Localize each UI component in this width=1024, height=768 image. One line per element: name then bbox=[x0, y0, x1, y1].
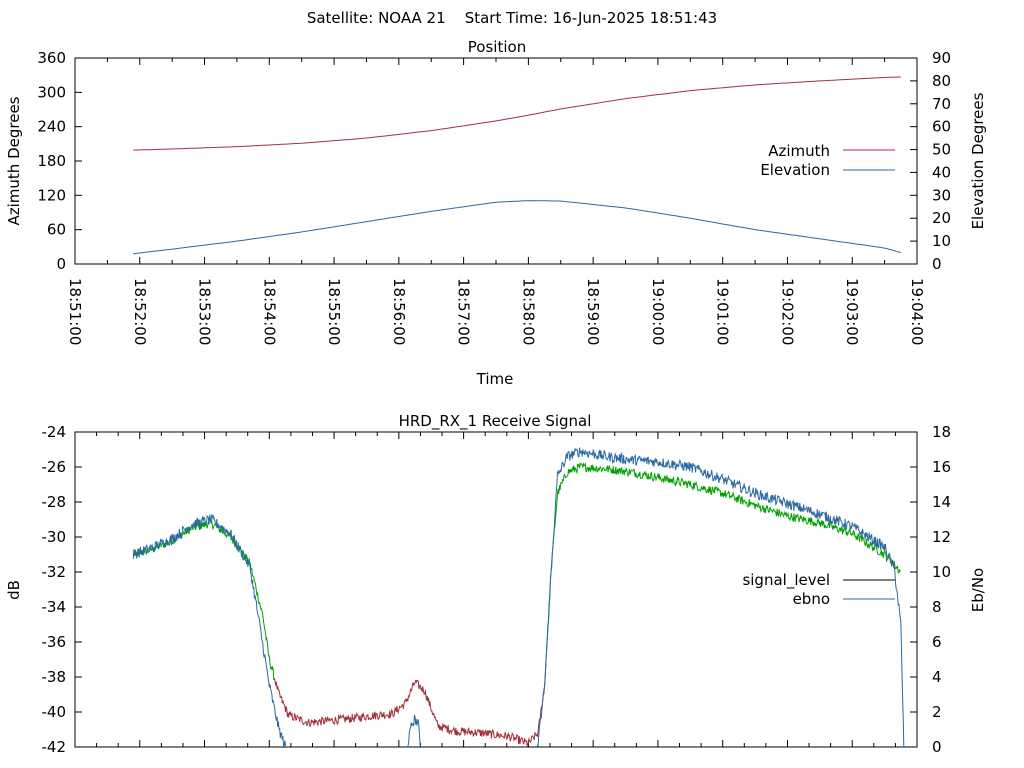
signal-series bbox=[132, 447, 905, 747]
position-y-tick-label: 120 bbox=[37, 186, 66, 204]
position-y2-tick-label: 50 bbox=[932, 141, 951, 159]
signal-y-tick-label: -38 bbox=[42, 668, 67, 686]
receive-signal-chart: HRD_RX_1 Receive Signal dB Eb/No -42-40-… bbox=[5, 412, 987, 756]
position-x-tick-label: 19:04:00 bbox=[908, 278, 926, 345]
signal-y2-axis-label: Eb/No bbox=[969, 568, 987, 612]
position-x-ticks: 18:51:00 18:52:00 18:53:00 18:54:00 18:55:00… bbox=[66, 58, 926, 345]
signal-y2-tick-label: 6 bbox=[932, 633, 942, 651]
signal-y2-tick-label: 0 bbox=[932, 738, 942, 756]
position-y-tick-label: 180 bbox=[37, 152, 66, 170]
position-x-tick-label: 18:57:00 bbox=[455, 278, 473, 345]
signal-y-tick-label: -24 bbox=[42, 423, 67, 441]
signal-y-tick-label: -42 bbox=[42, 738, 67, 756]
position-chart: Position Azimuth Degrees Elevation Degre… bbox=[5, 38, 987, 388]
position-y-axis-label: Azimuth Degrees bbox=[5, 96, 23, 225]
signal-legend: signal_level ebno bbox=[742, 571, 895, 608]
position-y2-tick-label: 60 bbox=[932, 118, 951, 136]
position-y2-tick-label: 80 bbox=[932, 72, 951, 90]
signal-plot-frame bbox=[74, 431, 918, 748]
series-line-ebno bbox=[132, 447, 905, 747]
signal-y-tick-label: -30 bbox=[42, 528, 67, 546]
signal-y-tick-label: -26 bbox=[42, 458, 67, 476]
series-line-signal_level bbox=[545, 461, 902, 663]
position-series bbox=[133, 76, 901, 255]
signal-y2-tick-label: 18 bbox=[932, 423, 951, 441]
series-line-signal_level bbox=[132, 516, 275, 680]
signal-x-ticks bbox=[74, 432, 918, 747]
signal-y-tick-label: -28 bbox=[42, 493, 67, 511]
signal-y2-tick-label: 16 bbox=[932, 458, 951, 476]
position-x-tick-label: 19:03:00 bbox=[843, 278, 861, 345]
signal-chart-title: HRD_RX_1 Receive Signal bbox=[399, 412, 592, 431]
legend-label-azimuth: Azimuth bbox=[768, 142, 830, 160]
signal-y-tick-label: -34 bbox=[42, 598, 67, 616]
legend-label-ebno: ebno bbox=[793, 590, 830, 608]
position-y2-ticks: 0 10 20 30 40 50 60 70 80 90 bbox=[910, 49, 951, 273]
position-y2-tick-label: 10 bbox=[932, 232, 951, 250]
signal-y2-ticks: 0 2 4 6 8 10 12 14 16 18 bbox=[910, 423, 951, 756]
position-y2-tick-label: 90 bbox=[932, 49, 951, 67]
position-y-tick-label: 360 bbox=[37, 49, 66, 67]
signal-y-axis-label: dB bbox=[5, 580, 23, 600]
position-y2-tick-label: 0 bbox=[932, 255, 942, 273]
signal-y-ticks: -42 -40 -38 -36 -34 -32 -30 -28 -26 -24 bbox=[42, 423, 82, 756]
position-y-tick-label: 60 bbox=[47, 221, 66, 239]
position-x-tick-label: 18:59:00 bbox=[584, 278, 602, 345]
position-y2-tick-label: 30 bbox=[932, 186, 951, 204]
position-x-tick-label: 18:56:00 bbox=[390, 278, 408, 345]
series-line-azimuth bbox=[133, 76, 901, 151]
position-x-tick-label: 19:01:00 bbox=[714, 278, 732, 345]
position-y2-tick-label: 70 bbox=[932, 95, 951, 113]
position-y-tick-label: 0 bbox=[56, 255, 66, 273]
position-y2-axis-label: Elevation Degrees bbox=[969, 92, 987, 229]
position-y-ticks: 0 60 120 180 240 300 360 bbox=[37, 49, 82, 273]
signal-y2-tick-label: 12 bbox=[932, 528, 951, 546]
series-line-signal_level bbox=[273, 662, 547, 747]
position-x-tick-label: 19:02:00 bbox=[778, 278, 796, 345]
position-x-tick-label: 19:00:00 bbox=[649, 278, 667, 345]
position-y2-tick-label: 40 bbox=[932, 163, 951, 181]
signal-y2-tick-label: 14 bbox=[932, 493, 951, 511]
position-y-tick-label: 240 bbox=[37, 118, 66, 136]
signal-y2-tick-label: 10 bbox=[932, 563, 951, 581]
position-y-tick-label: 300 bbox=[37, 83, 66, 101]
position-x-tick-label: 18:52:00 bbox=[131, 278, 149, 345]
legend-label-elevation: Elevation bbox=[760, 161, 830, 179]
legend-label-signal-level: signal_level bbox=[742, 571, 830, 590]
position-legend: Azimuth Elevation bbox=[760, 142, 895, 179]
signal-y-tick-label: -32 bbox=[42, 563, 67, 581]
position-x-tick-label: 18:55:00 bbox=[325, 278, 343, 345]
series-line-elevation bbox=[133, 200, 901, 255]
position-chart-title: Position bbox=[468, 38, 526, 56]
signal-y-tick-label: -36 bbox=[42, 633, 67, 651]
position-x-axis-label: Time bbox=[476, 370, 514, 388]
chart-header-title: Satellite: NOAA 21 Start Time: 16-Jun-20… bbox=[307, 9, 717, 27]
signal-y2-tick-label: 2 bbox=[932, 703, 942, 721]
signal-y-tick-label: -40 bbox=[42, 703, 67, 721]
signal-y2-tick-label: 8 bbox=[932, 598, 942, 616]
position-x-tick-label: 18:53:00 bbox=[196, 278, 214, 345]
signal-y2-tick-label: 4 bbox=[932, 668, 942, 686]
position-y2-tick-label: 20 bbox=[932, 209, 951, 227]
position-x-tick-label: 18:58:00 bbox=[519, 278, 537, 345]
position-x-tick-label: 18:54:00 bbox=[260, 278, 278, 345]
position-x-tick-label: 18:51:00 bbox=[66, 278, 84, 345]
